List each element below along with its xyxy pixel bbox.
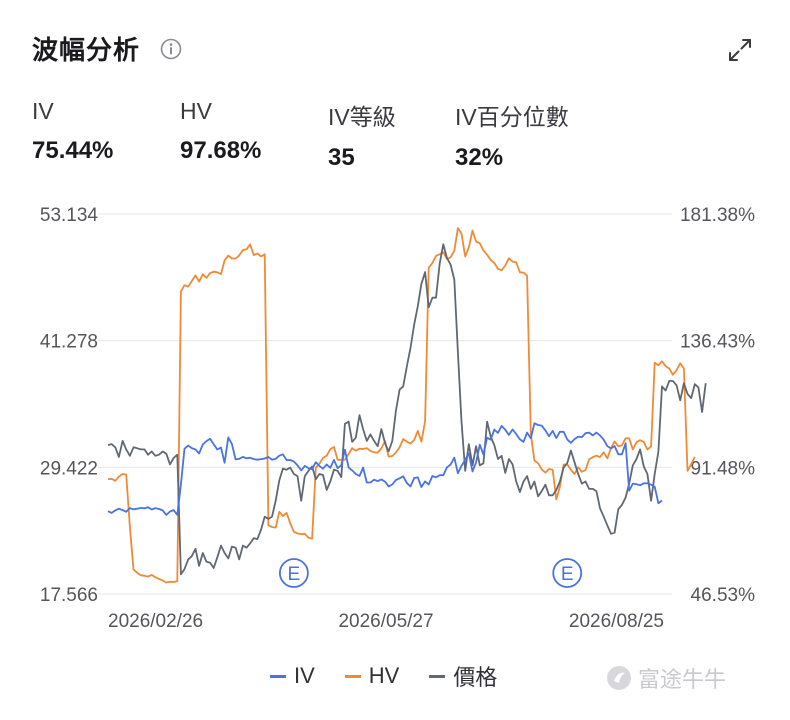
legend-label: HV xyxy=(368,663,400,688)
metric-label: IV百分位數 xyxy=(455,104,569,130)
y-left-tick-label: 53.134 xyxy=(40,205,99,226)
legend-item-price[interactable]: 價格 xyxy=(429,660,497,692)
metric-label: IV xyxy=(32,98,54,124)
x-tick-label: 2026/05/27 xyxy=(338,611,433,632)
metric-value: 35 xyxy=(328,144,355,171)
series-line-hv xyxy=(107,227,696,584)
legend-label: IV xyxy=(294,663,315,688)
legend-swatch-hv xyxy=(344,674,361,678)
legend-item-hv[interactable]: HV xyxy=(344,663,400,689)
metric-value: 32% xyxy=(455,144,504,171)
legend-label: 價格 xyxy=(453,665,498,690)
page-title: 波幅分析 xyxy=(32,35,141,65)
y-left-tick-label: 17.566 xyxy=(40,585,98,606)
metric-label: HV xyxy=(180,98,212,124)
metric-label: IV等級 xyxy=(328,104,396,130)
watermark: 富途牛牛 xyxy=(606,662,726,694)
metric-value: 97.68% xyxy=(180,137,262,164)
earnings-marker xyxy=(278,558,309,588)
metric-iv-rank: IV等級 35 xyxy=(328,98,396,172)
metric-iv: IV 75.44% xyxy=(32,98,113,165)
earnings-marker-label: E xyxy=(561,564,574,585)
series-line-iv xyxy=(107,422,663,516)
y-right-tick-label: 136.43% xyxy=(680,332,755,353)
y-right-tick-label: 91.48% xyxy=(691,458,756,479)
y-right-tick-label: 181.38% xyxy=(680,205,755,226)
y-left-tick-label: 41.278 xyxy=(40,332,98,353)
legend-item-iv[interactable]: IV xyxy=(270,663,315,689)
x-tick-label: 2026/02/26 xyxy=(108,611,203,632)
chart-legend: IV HV 價格 xyxy=(270,660,527,692)
y-left-tick-label: 29.422 xyxy=(40,458,98,479)
metric-iv-percentile: IV百分位數 32% xyxy=(455,98,569,172)
expand-icon[interactable] xyxy=(726,36,754,64)
metric-value: 75.44% xyxy=(32,137,114,164)
x-tick-label: 2026/08/25 xyxy=(569,611,664,632)
metric-hv: HV 97.68% xyxy=(180,98,261,165)
futu-logo-icon xyxy=(607,666,631,690)
earnings-marker-label: E xyxy=(288,564,301,585)
legend-swatch-price xyxy=(429,674,446,678)
earnings-marker xyxy=(552,558,583,588)
info-icon[interactable] xyxy=(160,38,182,60)
legend-swatch-iv xyxy=(270,674,286,678)
series-line-price xyxy=(107,243,707,576)
volatility-chart[interactable]: 53.134 181.38% 41.278 136.43% 29.422 91.48% 17… xyxy=(0,0,790,640)
y-right-tick-label: 46.53% xyxy=(691,585,756,606)
watermark-text: 富途牛牛 xyxy=(638,667,727,692)
